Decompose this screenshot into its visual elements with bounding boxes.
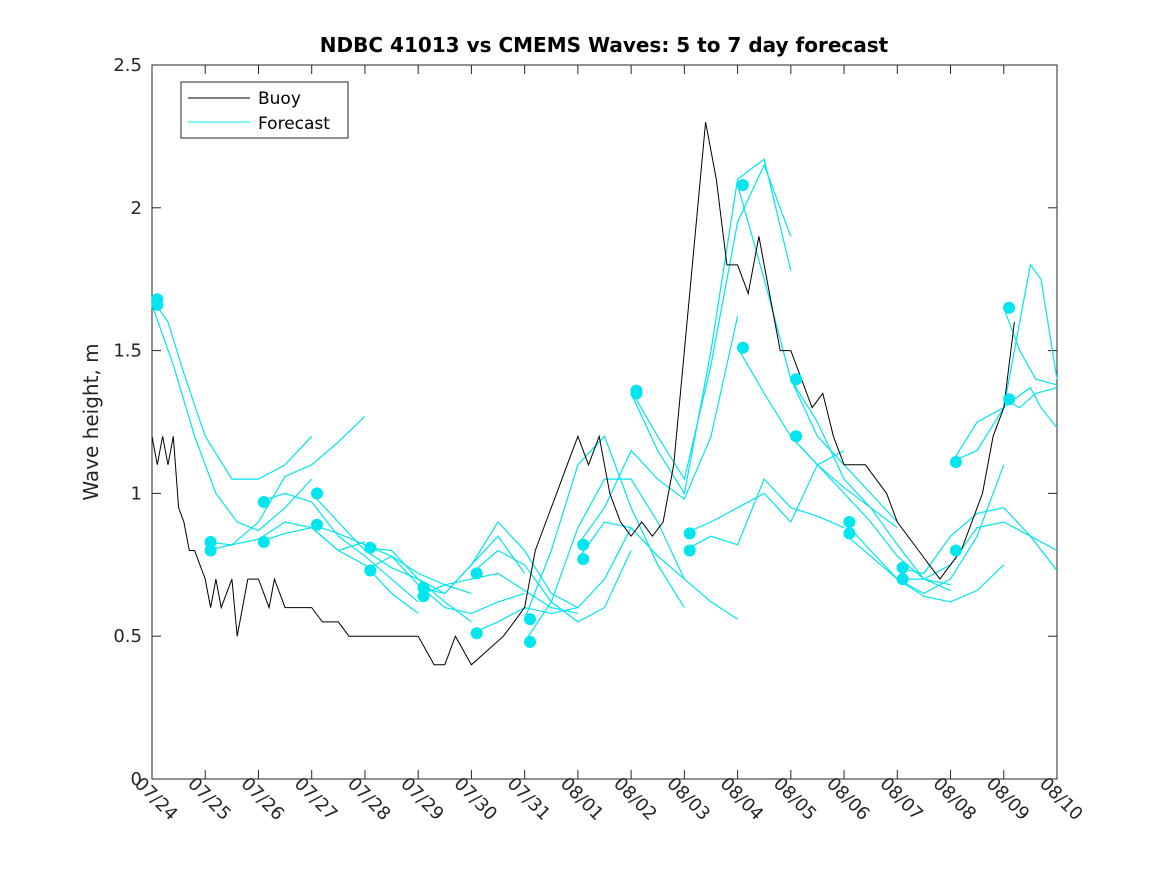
forecast-marker: [204, 536, 217, 548]
axes-box: [151, 64, 1058, 780]
forecast-marker: [577, 553, 590, 566]
forecast-marker: [790, 430, 803, 443]
y-ticks: 0 0.5 1 1.5 2 2.5: [113, 55, 1057, 790]
forecast-marker: [736, 341, 749, 354]
y-tick-label: 0.5: [113, 626, 142, 647]
forecast-line: [737, 184, 898, 523]
forecast-marker: [896, 561, 909, 574]
forecast-marker: [524, 613, 536, 626]
forecast-marker: [949, 544, 962, 557]
forecast-line: [630, 158, 792, 496]
y-tick-label: 1: [131, 483, 142, 504]
forecast-marker: [1003, 393, 1016, 406]
forecast-marker: [204, 544, 217, 557]
forecast-marker: [470, 627, 483, 640]
forecast-marker: [896, 573, 909, 586]
y-tick-label: 1.5: [113, 341, 142, 362]
forecast-marker: [257, 536, 270, 548]
legend-box: [180, 81, 349, 139]
y-tick-label: 2.5: [113, 55, 142, 76]
legend: Buoy Forecast: [180, 81, 349, 139]
forecast-line: [684, 478, 845, 552]
forecast-line: [577, 316, 739, 546]
forecast-line: [151, 304, 313, 532]
forecast-marker: [364, 564, 377, 577]
forecast-line: [471, 527, 632, 634]
forecast-marker: [311, 487, 323, 500]
forecast-line: [417, 572, 579, 614]
plot-area: 00.511.522.5 07/24 07/25 07/26 07/27 07/28 07…: [113, 55, 1086, 825]
forecast-line: [311, 492, 472, 623]
y-tick-label: 0: [131, 769, 142, 790]
forecast-markers: [151, 179, 1016, 648]
forecast-lines: [151, 158, 1058, 643]
forecast-marker: [630, 384, 643, 397]
forecast-line: [418, 521, 579, 609]
buoy-line: [151, 122, 1015, 666]
forecast-marker: [257, 496, 270, 508]
forecast-line: [577, 521, 738, 620]
forecast-line: [843, 464, 1005, 595]
forecast-marker: [843, 527, 856, 540]
forecast-marker: [311, 518, 323, 531]
forecast-marker: [949, 456, 962, 468]
forecast-marker: [151, 298, 164, 311]
y-axis-label: Wave height, m: [79, 343, 103, 500]
y-tick-label: 2: [131, 198, 142, 219]
legend-buoy-label: Buoy: [258, 89, 301, 109]
forecast-line: [524, 478, 685, 643]
forecast-marker: [843, 516, 856, 528]
forecast-marker: [683, 544, 696, 557]
forecast-line: [258, 492, 419, 603]
chart-title: NDBC 41013 vs CMEMS Waves: 5 to 7 day fo…: [320, 33, 889, 57]
forecast-line: [1003, 307, 1058, 386]
legend-forecast-label: Forecast: [258, 114, 330, 134]
forecast-line: [897, 521, 1058, 580]
forecast-line: [950, 263, 1058, 463]
forecast-line: [258, 527, 419, 614]
forecast-marker: [524, 635, 536, 648]
forecast-marker: [1003, 301, 1016, 314]
forecast-line: [364, 555, 525, 615]
forecast-marker: [683, 527, 696, 540]
forecast-marker: [470, 567, 483, 580]
forecast-marker: [790, 373, 803, 386]
forecast-line: [630, 163, 792, 481]
buoy-line-group: [151, 122, 1015, 666]
forecast-line: [843, 532, 1005, 603]
forecast-marker: [577, 538, 590, 551]
forecast-marker: [417, 590, 430, 603]
forecast-marker: [417, 581, 430, 594]
forecast-line: [151, 298, 313, 480]
forecast-line: [524, 435, 685, 620]
forecast-marker: [736, 179, 749, 191]
forecast-marker: [364, 541, 377, 554]
